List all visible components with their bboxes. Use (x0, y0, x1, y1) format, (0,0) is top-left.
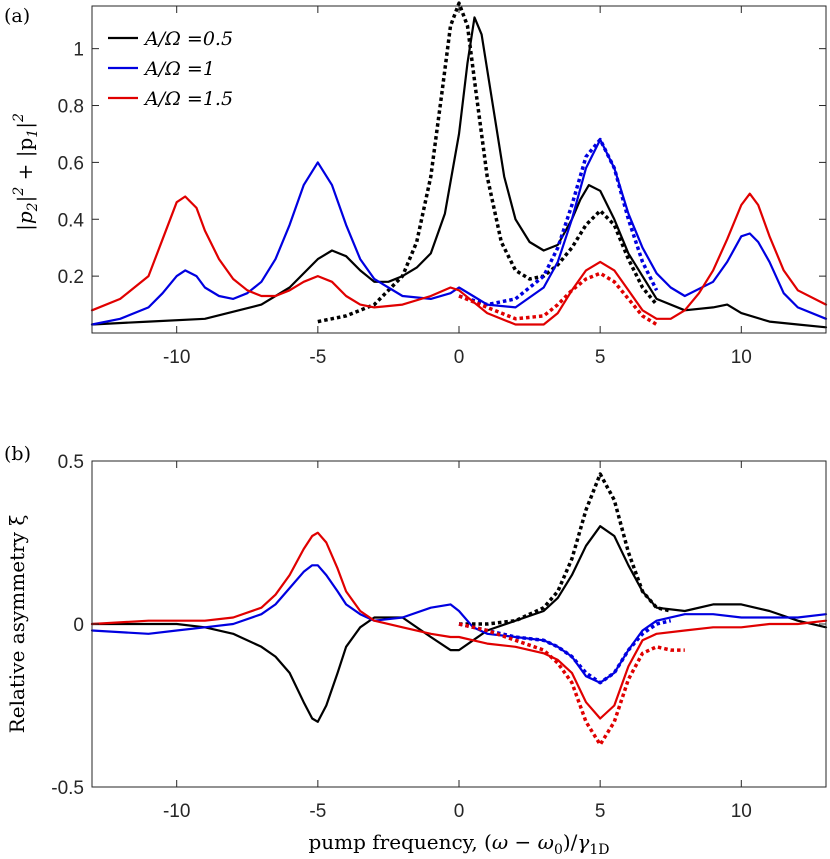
panel-b-ticks: -10 -5 0 5 10 -0.5 0 0.5 (51, 452, 826, 822)
ylabel-part: 2 (11, 187, 27, 197)
ylabel-part: | (13, 122, 38, 129)
series-line-solid-4 (90, 531, 828, 720)
legend-label: A/Ω =1 (143, 58, 215, 80)
x-tick-label: -5 (309, 347, 326, 368)
y-tick-label: 0.8 (58, 97, 84, 118)
series-line-solid-0 (90, 525, 828, 723)
panel-a-ticks: -10 -5 0 5 10 0.2 0.4 0.6 0.8 1 (58, 6, 826, 368)
xlabel-part: − (508, 830, 537, 854)
panel-a-plot-area (92, 6, 826, 333)
panel-a-label: (a) (4, 5, 30, 27)
series-line-dotted-5 (458, 622, 685, 747)
series-line-dotted-3 (458, 618, 672, 685)
panel-b-label: (b) (4, 443, 31, 465)
panel-b-ylabel: Relative asymmetry ξ (5, 515, 29, 734)
series-line-dotted-3 (458, 137, 659, 307)
y-tick-label: 0 (73, 615, 84, 636)
series-line-solid-4 (90, 192, 828, 326)
series-line-solid-2 (90, 564, 828, 684)
xlabel-part: ω (538, 830, 554, 854)
panel-a-curves (90, 1, 828, 329)
series-line-solid-0 (90, 16, 828, 329)
x-tick-label: -10 (163, 801, 190, 822)
panel-b-curves (90, 472, 828, 747)
legend-label: A/Ω =1.5 (143, 88, 233, 110)
y-tick-label: 1 (73, 40, 84, 61)
legend-label: A/Ω =0.5 (143, 28, 233, 50)
x-tick-label: 0 (454, 801, 465, 822)
legend: A/Ω =0.5 A/Ω =1 A/Ω =1.5 (108, 28, 233, 110)
xlabel-part: pump frequency, ( (308, 830, 491, 854)
y-tick-label: 0.6 (58, 153, 84, 174)
y-tick-label: -0.5 (51, 778, 84, 799)
panel-b-xlabel: pump frequency, (ω − ω0)/γ1D (308, 830, 609, 858)
y-tick-label: 0.4 (58, 210, 85, 231)
ylabel-part: | (13, 196, 38, 203)
xlabel-part: 0 (554, 842, 563, 858)
y-tick-label: 0.2 (58, 267, 84, 288)
series-line-solid-2 (90, 138, 828, 326)
x-tick-label: 5 (595, 347, 606, 368)
x-tick-label: 10 (731, 347, 752, 368)
ylabel-part: 2 (11, 113, 27, 123)
panel-b: -10 -5 0 5 10 -0.5 0 0.5 (b) Relative asymmetry… (4, 443, 828, 858)
ylabel-part: + |p (13, 138, 38, 187)
panel-a-ylabel: |p2|2 + |p1|2 (11, 113, 41, 231)
ylabel-part: |p (13, 211, 38, 231)
xlabel-part: ω (492, 830, 508, 854)
xlabel-part: )/ (563, 830, 578, 854)
series-line-dotted-1 (459, 472, 672, 626)
x-tick-label: 0 (454, 347, 465, 368)
x-tick-label: -10 (163, 347, 190, 368)
y-tick-label: 0.5 (58, 452, 84, 473)
xlabel-part: γ (577, 830, 589, 854)
series-line-dotted-1 (317, 1, 658, 324)
x-tick-label: 10 (731, 801, 752, 822)
x-tick-label: 5 (595, 801, 606, 822)
ylabel-part: 2 (25, 202, 41, 212)
series-line-dotted-5 (458, 271, 658, 326)
x-tick-label: -5 (309, 801, 326, 822)
panel-a: -10 -5 0 5 100.20.40.60.81 (a) |p2|2 + |p1|2… (4, 1, 828, 368)
xlabel-part: 1D (589, 842, 609, 858)
ylabel-part: 1 (25, 129, 41, 138)
